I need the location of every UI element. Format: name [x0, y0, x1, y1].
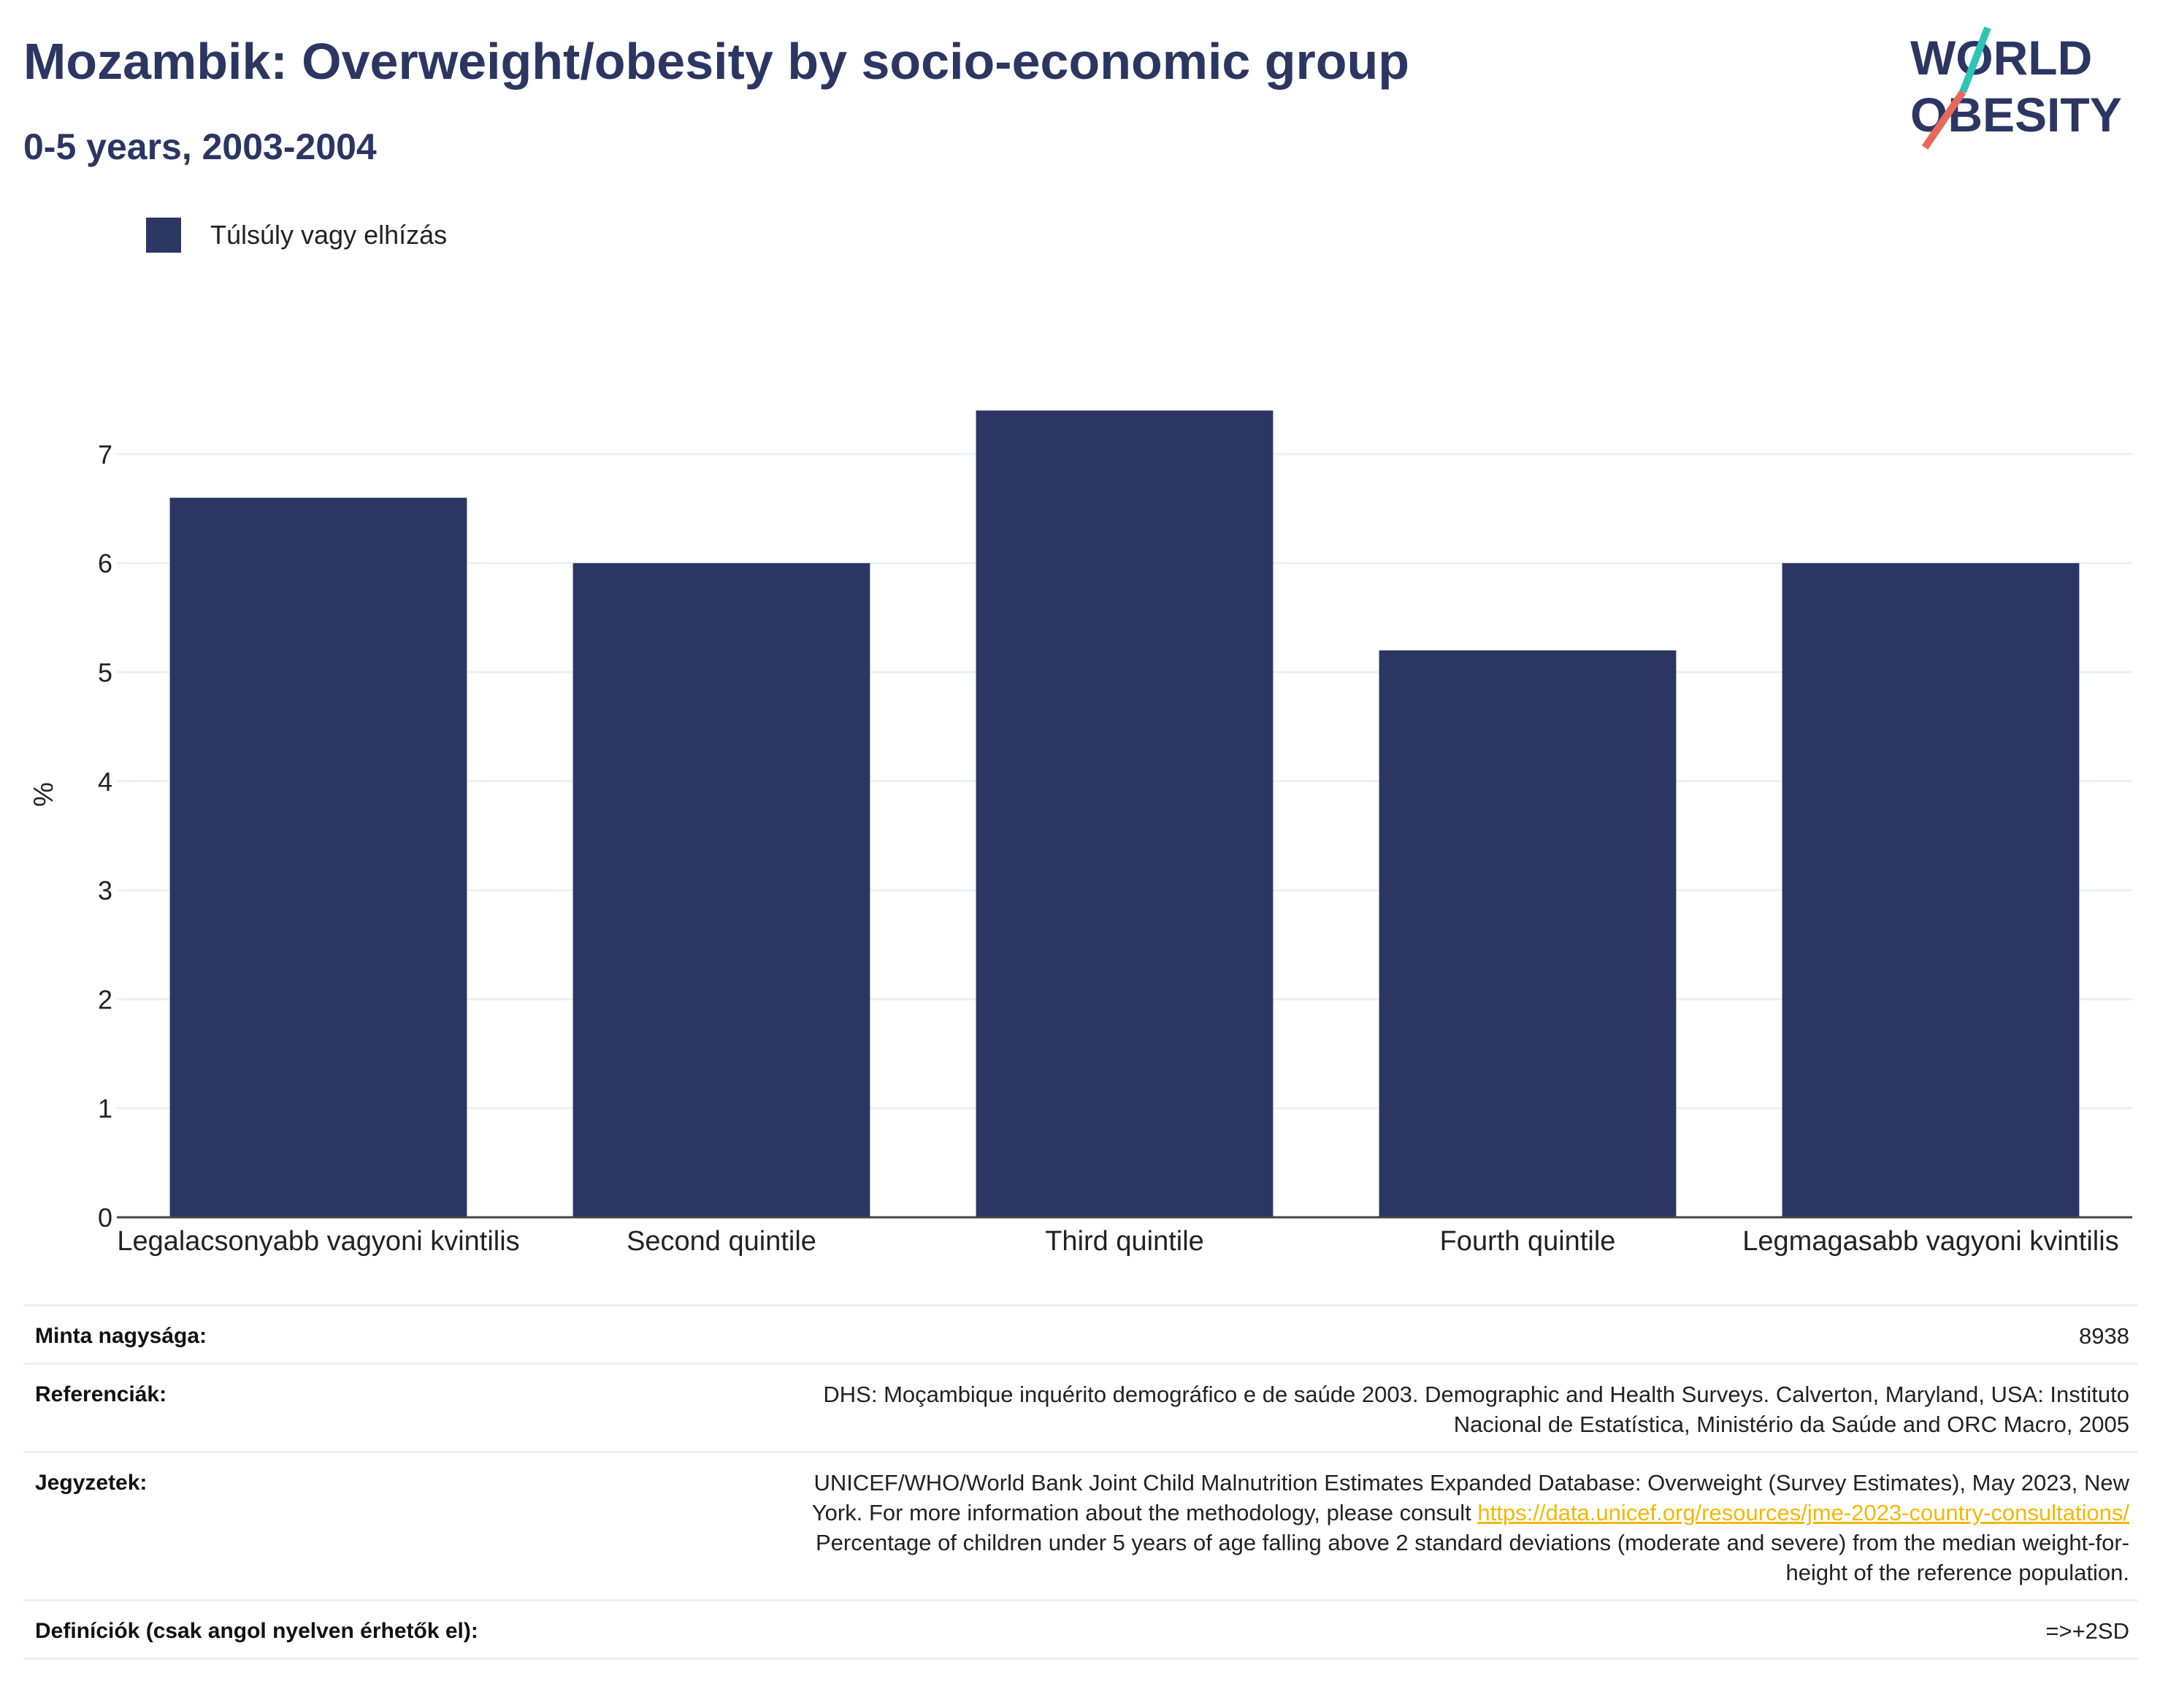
meta-row-definitions: Definíciók (csak angol nyelven érhetők e… — [23, 1599, 2138, 1660]
y-tick-label: 3 — [98, 876, 112, 905]
y-axis-label: % — [28, 782, 59, 807]
notes-line: height of the reference population. — [1785, 1560, 2129, 1585]
meta-row-references: Referenciák: DHS: Moçambique inquérito d… — [23, 1363, 2138, 1451]
y-tick-label: 6 — [98, 548, 112, 578]
notes-label: Jegyzetek: — [35, 1471, 148, 1495]
x-tick-label: Second quintile — [627, 1226, 816, 1257]
y-tick-label: 0 — [98, 1203, 112, 1233]
bar — [572, 563, 870, 1217]
bar — [169, 497, 467, 1217]
notes-value: UNICEF/WHO/World Bank Joint Child Malnut… — [812, 1453, 2138, 1599]
meta-row-notes: Jegyzetek: UNICEF/WHO/World Bank Joint C… — [23, 1451, 2138, 1599]
logo-line-1: WORLD — [1910, 31, 2092, 85]
bar — [1379, 650, 1677, 1217]
bar-chart: 0 1 2 3 4 5 6 7% Legalacsonyabb vagyoni kvintili… — [28, 410, 2132, 1257]
methodology-link[interactable]: https://data.unicef.org/resources/jme-20… — [1477, 1500, 2129, 1525]
y-tick-label: 1 — [98, 1094, 112, 1124]
notes-line: Percentage of children under 5 years of … — [815, 1530, 2129, 1555]
references-line: Nacional de Estatística, Ministério da S… — [1453, 1412, 2129, 1437]
definitions-value: =>+2SD — [2045, 1618, 2129, 1644]
legend-swatch — [146, 218, 181, 253]
x-tick-label: Legalacsonyabb vagyoni kvintilis — [117, 1226, 519, 1257]
x-tick-label: Legmagasabb vagyoni kvintilis — [1742, 1226, 2118, 1257]
bar — [1782, 563, 2080, 1217]
legend-label: Túlsúly vagy elhízás — [210, 220, 448, 250]
y-tick-label: 7 — [98, 440, 112, 470]
world-obesity-logo: WORLD OBESITY — [1910, 26, 2122, 150]
y-tick-label: 5 — [98, 658, 112, 688]
y-tick-label: 4 — [98, 767, 112, 797]
metadata-table: Minta nagysága: 8938 Referenciák: DHS: M… — [23, 1304, 2138, 1660]
chart-legend: Túlsúly vagy elhízás — [146, 218, 447, 253]
x-tick-label: Fourth quintile — [1440, 1226, 1616, 1257]
sample-size-label: Minta nagysága: — [35, 1324, 207, 1348]
references-line: DHS: Moçambique inquérito demográfico e … — [823, 1382, 2129, 1407]
references-value: DHS: Moçambique inquérito demográfico e … — [823, 1365, 2138, 1451]
sample-size-value: 8938 — [2079, 1323, 2129, 1349]
notes-line-prefix: York. For more information about the met… — [811, 1500, 1478, 1525]
bar — [976, 410, 1274, 1218]
notes-line: UNICEF/WHO/World Bank Joint Child Malnut… — [813, 1470, 2129, 1496]
x-tick-label: Third quintile — [1045, 1226, 1204, 1257]
definitions-label: Definíciók (csak angol nyelven érhetők e… — [35, 1619, 478, 1643]
notes-line: York. For more information about the met… — [812, 1498, 2129, 1528]
chart-subtitle: 0-5 years, 2003-2004 — [23, 126, 377, 167]
logo-slash-bottom — [1921, 90, 1966, 150]
meta-row-sample-size: Minta nagysága: 8938 — [23, 1304, 2138, 1363]
logo-slash-top — [1959, 26, 1991, 93]
references-label: Referenciák: — [35, 1382, 167, 1406]
y-tick-label: 2 — [98, 984, 112, 1014]
chart-title: Mozambik: Overweight/obesity by socio-ec… — [23, 33, 1410, 90]
